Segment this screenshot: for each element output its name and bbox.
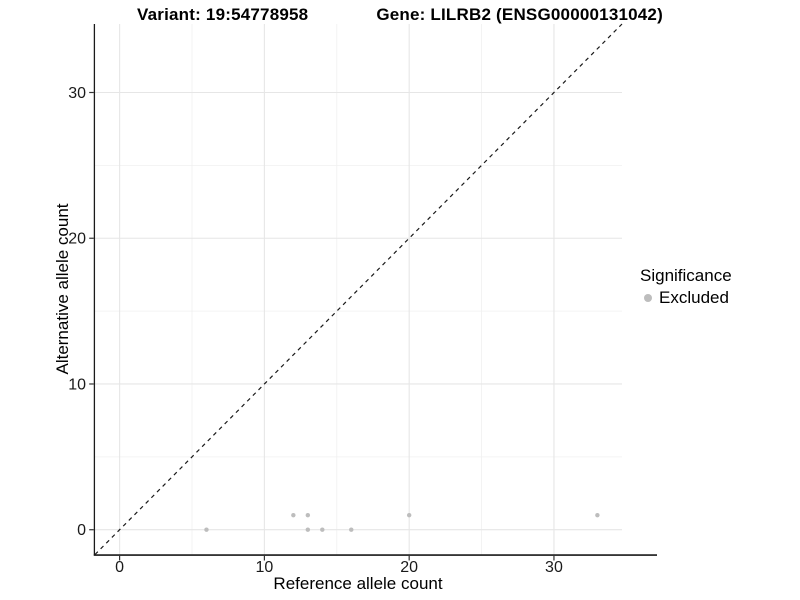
legend-item-excluded: Excluded bbox=[640, 287, 732, 309]
y-tick-label: 0 bbox=[77, 522, 86, 539]
data-point bbox=[305, 512, 311, 518]
x-tick-label: 20 bbox=[400, 559, 418, 576]
data-point bbox=[305, 527, 311, 532]
x-tick-label: 30 bbox=[545, 559, 563, 576]
y-tick-label: 20 bbox=[68, 231, 86, 248]
data-point bbox=[595, 512, 600, 518]
data-point bbox=[349, 527, 354, 532]
identity-dashed-line bbox=[94, 23, 623, 555]
plot-title-row: Variant: 19:54778958 Gene: LILRB2 (ENSG0… bbox=[0, 5, 800, 25]
legend: Significance Excluded bbox=[640, 265, 732, 309]
legend-title: Significance bbox=[640, 266, 732, 285]
legend-item-label: Excluded bbox=[659, 288, 729, 307]
y-tick-label: 10 bbox=[68, 376, 86, 393]
data-point bbox=[320, 527, 325, 532]
y-axis-title: Alternative allele count bbox=[53, 203, 72, 375]
variant-title: Variant: 19:54778958 bbox=[137, 5, 309, 24]
x-tick-label: 0 bbox=[115, 559, 124, 576]
data-point bbox=[291, 512, 296, 518]
data-point bbox=[406, 512, 412, 518]
y-tick-label: 30 bbox=[68, 85, 86, 102]
x-tick-label: 10 bbox=[255, 559, 273, 576]
data-point bbox=[204, 527, 209, 532]
legend-point-icon bbox=[644, 294, 652, 302]
gene-title: Gene: LILRB2 (ENSG00000131042) bbox=[376, 5, 663, 24]
x-axis-title: Reference allele count bbox=[273, 574, 443, 593]
